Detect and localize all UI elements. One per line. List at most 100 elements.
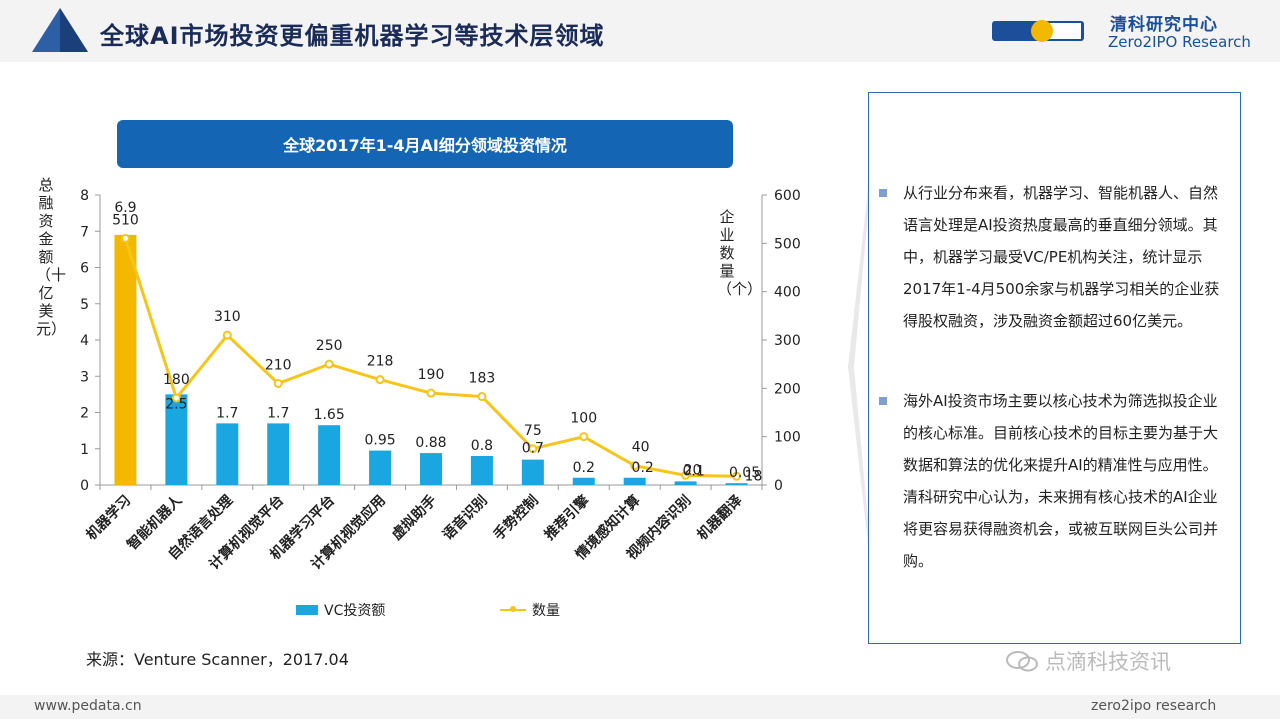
count-value-label: 510 [112, 213, 139, 229]
right-tick-label: 500 [774, 236, 801, 252]
bullet-icon [879, 189, 887, 197]
count-point [426, 388, 436, 398]
count-point [681, 470, 691, 480]
bar-value-label: 0.88 [415, 435, 446, 451]
header-bar: 全球AI市场投资更偏重机器学习等技术层领域 清科研究中心 Zero2IPO Re… [0, 0, 1280, 62]
legend-vc: VC投资额 [296, 600, 385, 620]
bar-value-label: 0.7 [522, 441, 544, 457]
brand-name-en: Zero2IPO Research [1108, 33, 1251, 51]
left-tick-label: 2 [80, 406, 89, 422]
bar-value-label: 6.9 [114, 200, 136, 216]
legend-vc-label: VC投资额 [324, 603, 386, 619]
zero2ipo-logo [992, 20, 1084, 42]
count-point [273, 379, 283, 388]
bar-value-label: 0.8 [471, 438, 493, 454]
bar [572, 477, 595, 485]
bullet-icon [879, 397, 887, 405]
category-label: 机器学习 [83, 492, 135, 544]
count-point [630, 461, 640, 471]
legend-count-label: 数量 [532, 603, 560, 619]
count-value-label: 18 [745, 468, 763, 484]
bar-value-label: 2.5 [165, 396, 187, 412]
footer-brand: zero2ipo research [1091, 698, 1217, 714]
bar [267, 423, 290, 485]
bar [420, 453, 442, 485]
commentary-paragraph-2: 海外AI投资市场主要以核心技术为筛选拟投企业的核心标准。目前核心技术的目标主要为… [879, 385, 1232, 577]
bar-value-label: 1.7 [267, 405, 289, 421]
count-value-label: 210 [265, 358, 292, 374]
legend-count-swatch [500, 606, 526, 612]
count-point [222, 330, 232, 340]
count-value-label: 190 [418, 367, 445, 383]
watermark-text: 点滴科技资讯 [1045, 650, 1171, 674]
bar [521, 459, 544, 485]
commentary-paragraph-1: 从行业分布来看，机器学习、智能机器人、自然语言处理是AI投资热度最高的垂直细分领… [879, 177, 1232, 337]
count-value-label: 310 [214, 309, 241, 325]
bar-value-label: 0.95 [364, 433, 395, 449]
bar [318, 425, 341, 485]
page-title: 全球AI市场投资更偏重机器学习等技术层领域 [100, 22, 605, 50]
watermark: 点滴科技资讯 [1005, 646, 1171, 676]
right-tick-label: 100 [774, 430, 801, 446]
count-point [375, 375, 385, 385]
commentary-text-2: 海外AI投资市场主要以核心技术为筛选拟投企业的核心标准。目前核心技术的目标主要为… [903, 392, 1219, 570]
right-tick-label: 600 [774, 188, 801, 204]
source-note: 来源：Venture Scanner，2017.04 [86, 650, 349, 669]
count-point [579, 432, 589, 442]
count-value-label: 183 [469, 371, 496, 387]
category-label: 手势控制 [490, 492, 542, 544]
commentary-panel: 从行业分布来看，机器学习、智能机器人、自然语言处理是AI投资热度最高的垂直细分领… [868, 92, 1241, 644]
count-value-label: 40 [632, 440, 650, 456]
count-value-label: 180 [163, 372, 190, 388]
bar-value-label: 0.2 [573, 460, 595, 476]
legend-vc-swatch [296, 605, 318, 615]
triangle-logo-icon [32, 8, 88, 52]
bar [369, 450, 392, 485]
bar [114, 234, 137, 485]
left-tick-label: 4 [80, 333, 89, 349]
bar-value-label: 0.1 [682, 463, 704, 479]
left-tick-label: 6 [80, 261, 89, 277]
right-tick-label: 0 [774, 478, 783, 494]
bar [165, 394, 188, 485]
chart-title-banner: 全球2017年1-4月AI细分领域投资情况 [117, 120, 733, 168]
left-tick-label: 0 [80, 478, 89, 494]
category-label: 语音识别 [439, 492, 491, 544]
bar-value-label: 1.65 [314, 407, 345, 423]
wechat-icon [1006, 651, 1038, 672]
left-tick-label: 5 [80, 297, 89, 313]
panel-pointer [848, 172, 870, 562]
commentary-text-1: 从行业分布来看，机器学习、智能机器人、自然语言处理是AI投资热度最高的垂直细分领… [903, 184, 1220, 330]
bar [674, 481, 697, 485]
left-tick-label: 3 [80, 369, 89, 385]
footer-website: www.pedata.cn [34, 698, 142, 714]
footer-bar: www.pedata.cn zero2ipo research [0, 695, 1280, 719]
bar [725, 483, 748, 485]
bar [470, 456, 493, 485]
legend-count: 数量 [500, 600, 560, 620]
bar-value-label: 0.05 [729, 465, 760, 481]
count-point [171, 393, 181, 403]
count-value-label: 75 [524, 423, 542, 439]
count-value-label: 250 [316, 338, 343, 354]
count-point [324, 359, 334, 369]
left-tick-label: 8 [80, 188, 89, 204]
category-label: 推荐引擎 [541, 492, 593, 544]
bar-value-label: 0.2 [632, 460, 654, 476]
count-value-label: 218 [367, 354, 394, 370]
brand-name-cn: 清科研究中心 [1110, 15, 1218, 35]
left-tick-label: 1 [80, 442, 89, 458]
category-label: 机器翻译 [694, 491, 746, 543]
count-value-label: 20 [684, 462, 702, 478]
right-tick-label: 300 [774, 333, 801, 349]
right-tick-label: 200 [774, 381, 801, 397]
bar [216, 423, 239, 485]
bar-value-label: 1.7 [216, 405, 238, 421]
count-point [477, 392, 487, 402]
left-tick-label: 7 [80, 224, 89, 240]
count-point [732, 471, 742, 481]
count-value-label: 100 [570, 411, 597, 427]
category-label: 虚拟助手 [388, 492, 440, 544]
right-tick-label: 400 [774, 285, 801, 301]
